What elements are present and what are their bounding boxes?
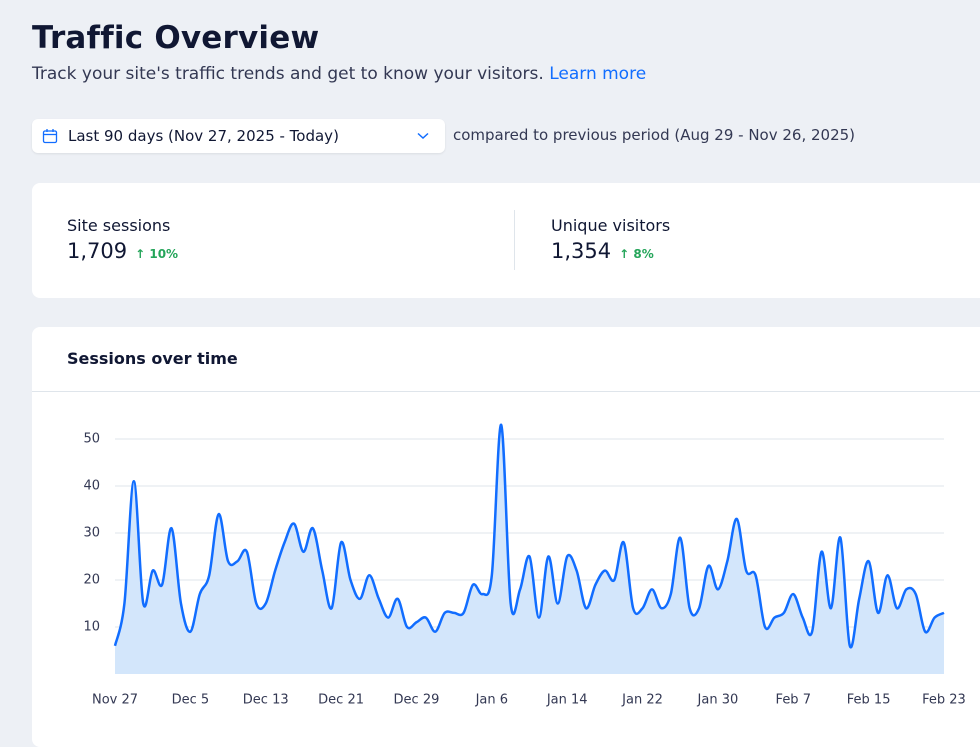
x-tick-label: Feb 15 <box>847 693 891 708</box>
page: {"header": {"title": "Traffic Overview",… <box>0 0 980 716</box>
x-tick-label: Dec 13 <box>243 693 289 708</box>
x-tick-label: Jan 22 <box>621 693 663 708</box>
x-tick-label: Nov 27 <box>92 693 138 708</box>
calendar-icon <box>42 128 58 144</box>
page-title: Traffic Overview <box>32 20 319 56</box>
stat-value: 1,354 <box>551 239 611 263</box>
y-tick-label: 10 <box>83 620 100 635</box>
y-tick-label: 30 <box>83 526 100 541</box>
divider <box>514 210 515 270</box>
stat-change: ↑ 10% <box>135 247 178 261</box>
stat-row: 1,709 ↑ 10% <box>67 239 178 263</box>
x-tick-label: Dec 21 <box>318 693 364 708</box>
x-tick-label: Jan 6 <box>475 693 508 708</box>
x-tick-label: Dec 29 <box>394 693 440 708</box>
x-tick-label: Feb 7 <box>776 693 811 708</box>
x-tick-label: Dec 5 <box>172 693 210 708</box>
x-tick-label: Feb 23 <box>922 693 966 708</box>
stat-row: 1,354 ↑ 8% <box>551 239 670 263</box>
comparison-text: compared to previous period (Aug 29 - No… <box>453 126 855 144</box>
date-range-picker[interactable]: Last 90 days (Nov 27, 2025 - Today) <box>32 119 445 153</box>
stat: Site sessions 1,709 ↑ 10% <box>67 216 178 263</box>
stat-label: Unique visitors <box>551 216 670 235</box>
page-subtitle: Track your site's traffic trends and get… <box>32 64 646 84</box>
date-range-label: Last 90 days (Nov 27, 2025 - Today) <box>68 127 417 145</box>
y-tick-label: 20 <box>83 573 100 588</box>
y-tick-label: 50 <box>83 432 100 447</box>
chevron-icon <box>417 132 429 140</box>
stat-change: ↑ 8% <box>619 247 654 261</box>
chart-title: Sessions over time <box>67 349 238 368</box>
x-tick-label: Jan 30 <box>697 693 739 708</box>
learn-more-link[interactable]: Learn more <box>549 64 646 84</box>
subtitle-text: Track your site's traffic trends and get… <box>32 64 544 84</box>
stat-label: Site sessions <box>67 216 178 235</box>
chart: 10 20 30 40 50 Nov 27 Dec 5 Dec 13 Dec 21 Dec 29 J… <box>32 392 980 716</box>
stat-change-value: 8% <box>633 247 653 261</box>
stat-change-value: 10% <box>149 247 178 261</box>
stat-value: 1,709 <box>67 239 127 263</box>
stat: Unique visitors 1,354 ↑ 8% <box>551 216 670 263</box>
area-fill <box>115 425 944 674</box>
x-tick-label: Jan 14 <box>546 693 588 708</box>
y-tick-label: 40 <box>83 479 100 494</box>
